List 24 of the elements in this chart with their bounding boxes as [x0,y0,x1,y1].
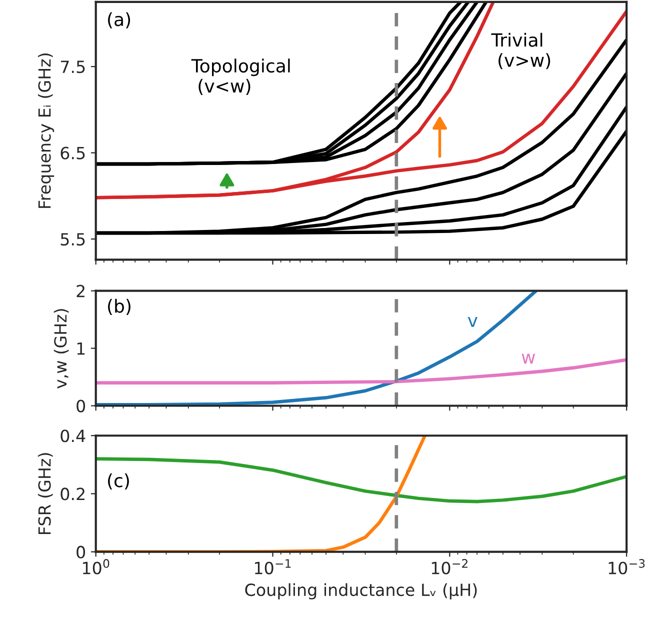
annotation: Topological (v<w) [191,58,290,95]
annotation: (b) [108,298,130,315]
y-tick-label: 1 [77,342,85,355]
y-axis-title: FSR (GHz) [38,453,53,534]
y-tick-label: 0.2 [60,488,84,500]
y-axis-title: Frequency Eᵢ (GHz) [38,54,54,208]
x-tick-label: 10$^{−2}$ [432,559,468,574]
annotation: v [468,316,478,327]
y-tick-label: 5.5 [60,233,85,246]
x-tick-label: 10$^{0}$ [83,559,110,574]
y-tick-label: 7.5 [60,60,85,74]
y-tick-label: 6.5 [60,146,85,160]
x-tick-label: 10$^{−1}$ [255,559,291,574]
y-tick-label: 0 [76,400,86,412]
annotation: w [522,354,536,364]
x-axis-title: Coupling inductance Lᵥ (μH) [245,583,477,600]
y-tick-label: 0 [76,546,86,558]
y-tick-label: 2 [76,284,84,298]
y-axis-title: v,w (GHz) [54,309,69,388]
x-tick-label: 10$^{−3}$ [608,559,645,574]
annotation: (a) [108,12,130,28]
y-tick-label: 0.4 [60,430,86,442]
annotation: Trivial (v>w) [491,32,550,70]
annotation: (c) [108,473,129,490]
